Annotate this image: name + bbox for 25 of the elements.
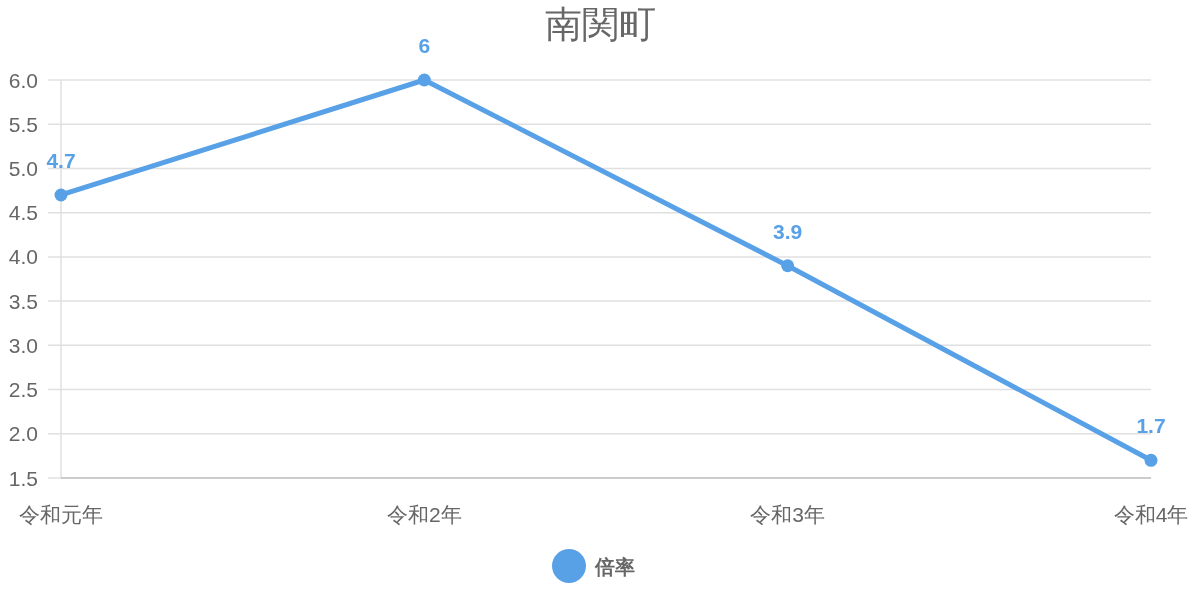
ytick: 4.5 — [8, 201, 38, 225]
ytick: 2.5 — [8, 378, 38, 402]
ytick: 6.0 — [8, 68, 38, 92]
point — [417, 73, 431, 87]
xtick: 令和4年 — [1113, 503, 1189, 526]
ytick: 4.0 — [8, 245, 38, 269]
xtick: 令和3年 — [750, 503, 825, 526]
ytick: 1.5 — [8, 466, 38, 490]
data-label: 1.7 — [1136, 414, 1166, 438]
ytick: 5.5 — [8, 112, 38, 136]
ytick: 3.0 — [8, 333, 38, 357]
data-label: 6 — [418, 34, 431, 57]
ytick: 5.0 — [8, 156, 38, 180]
xtick: 令和2年 — [387, 503, 462, 526]
legend: 倍率 — [552, 549, 635, 583]
title: 南関町 — [544, 4, 656, 45]
ytick: 3.5 — [8, 289, 38, 313]
point — [54, 188, 68, 202]
point — [1144, 453, 1158, 467]
data-label: 3.9 — [773, 219, 803, 243]
data-label: 4.7 — [46, 149, 76, 172]
legend-label: 倍率 — [594, 556, 635, 578]
ytick: 2.0 — [8, 422, 38, 446]
xtick: 令和元年 — [19, 503, 103, 526]
point — [781, 259, 795, 273]
